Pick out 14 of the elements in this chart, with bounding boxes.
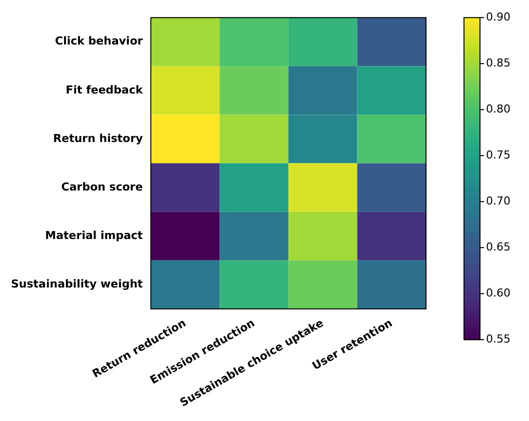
color-bar-label: 0.75 [486,148,510,162]
y-tick-label: Return history [53,132,143,145]
color-bar-label: 0.65 [486,240,510,254]
color-bar-label: 0.70 [486,194,510,208]
y-tick-label: Carbon score [61,180,143,194]
y-tick-label: Fit feedback [66,83,144,96]
y-tick-label: Click behavior [55,34,144,48]
y-tick-label: Sustainability weight [10,278,143,291]
color-bar-label: 0.80 [486,102,510,116]
color-bar-label: 0.60 [486,286,510,300]
color-bar-label: 0.90 [486,10,510,24]
color-bar-label: 0.55 [486,332,510,346]
color-bar-label: 0.85 [486,56,510,70]
y-tick-label: Material impact [45,228,143,242]
